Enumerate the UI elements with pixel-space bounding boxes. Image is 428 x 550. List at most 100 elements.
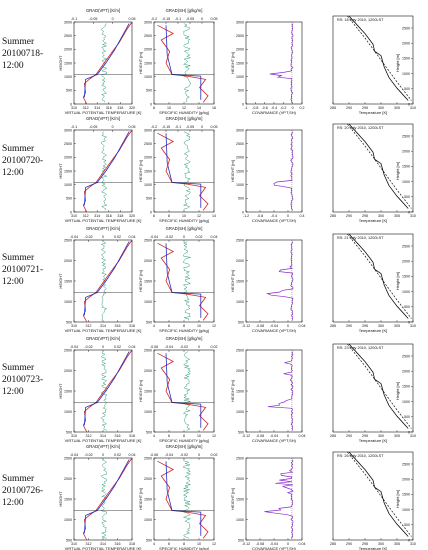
y-tick-label: 2500 (64, 142, 72, 146)
top-tick-label: -0.05 (186, 125, 194, 129)
y-tick-label: 0 (150, 210, 152, 214)
vpt-series (82, 239, 133, 323)
x-axis-label: SPECIFIC HUMIDITY [g/kg] (159, 110, 209, 115)
top-axis-title: GRAD(SH) [g/kg/m] (166, 116, 203, 121)
top-tick-label: 0.02 (114, 345, 121, 349)
bottom-tick-label: 10 (167, 106, 171, 110)
y-axis-label: HEIGHT (58, 55, 63, 71)
top-tick-label: 0.05 (129, 17, 136, 21)
rs-y-tick-label: 0 (408, 102, 410, 106)
top-tick-label: 0.02 (196, 235, 203, 239)
y-tick-label: 1000 (236, 518, 244, 522)
top-tick-label: -0.06 (150, 345, 158, 349)
bottom-tick-label: -0.08 (256, 542, 264, 546)
bottom-tick-label: 314 (94, 214, 100, 218)
bottom-tick-label: 12 (182, 106, 186, 110)
top-tick-label: -0.04 (70, 345, 78, 349)
y-tick-label: 0 (242, 210, 244, 214)
rs-plot-frame (332, 343, 414, 433)
top-axis-title: GRAD(VPT) [K/m] (86, 336, 120, 341)
bottom-tick-label: -0.08 (256, 324, 264, 328)
y-tick-label: 1500 (144, 169, 152, 173)
bottom-tick-label: 318 (129, 434, 135, 438)
bottom-tick-label: 318 (117, 106, 123, 110)
vpt-series (82, 21, 133, 105)
y-tick-label: 1500 (64, 389, 72, 393)
rs-x-tick-label: 305 (394, 214, 400, 218)
bottom-tick-label: -0.2 (280, 106, 286, 110)
y-tick-label: 2000 (144, 477, 152, 481)
y-tick-label: 2500 (236, 456, 244, 460)
rs-x-tick-label: 290 (346, 542, 352, 546)
rs-y-tick-label: 0 (408, 320, 410, 324)
bottom-tick-label: 0 (287, 214, 289, 218)
bottom-tick-label: -0.6 (262, 106, 268, 110)
y-tick-label: 500 (238, 320, 244, 324)
bottom-tick-label: 0.04 (299, 542, 306, 546)
bottom-tick-label: 310 (71, 106, 77, 110)
y-tick-label: 1000 (64, 518, 72, 522)
rs-y-tick-label: 1000 (402, 290, 410, 294)
covariance-series (266, 241, 294, 321)
y-tick-label: 2500 (64, 238, 72, 242)
top-tick-label: 0 (198, 345, 200, 349)
top-tick-label: 0.04 (211, 235, 218, 239)
y-tick-label: 1500 (144, 61, 152, 65)
y-tick-label: 500 (146, 430, 152, 434)
y-tick-label: 0 (70, 102, 72, 106)
vpt-fit-series (84, 459, 130, 534)
row-label-5: Summer 20100726- 12:00 (2, 473, 56, 509)
top-tick-label: 0 (183, 235, 185, 239)
row-label-1-line1: Summer (2, 37, 35, 47)
bottom-tick-label: 316 (115, 434, 121, 438)
y-axis-label: HEIGHT [m] (138, 160, 143, 182)
top-tick-label: -0.04 (165, 453, 173, 457)
row-label-1-line2: 20100718- (2, 49, 44, 59)
top-tick-label: 0 (102, 235, 104, 239)
bottom-tick-label: 314 (100, 324, 106, 328)
top-axis-title: GRAD(VPT) [K/m] (86, 226, 120, 231)
bottom-tick-label: -1 (244, 106, 247, 110)
top-tick-label: 0.05 (129, 125, 136, 129)
row-label-3-line3: 12:00 (2, 277, 24, 287)
vpt-fit-series (84, 241, 130, 316)
bottom-tick-label: 4 (153, 324, 155, 328)
y-tick-label: 2000 (64, 156, 72, 160)
y-tick-label: 2500 (64, 456, 72, 460)
plot-frame (245, 239, 303, 323)
rs-title: RS: 20 July 2010, 1200LST (337, 126, 384, 130)
bottom-tick-label: 4 (153, 542, 155, 546)
bottom-tick-label: 320 (129, 106, 135, 110)
rs-temperature-series (348, 343, 409, 429)
y-tick-label: 1500 (64, 169, 72, 173)
y-tick-label: 500 (66, 430, 72, 434)
top-tick-label: -0.04 (165, 345, 173, 349)
vpt-fit-series (84, 23, 130, 98)
top-tick-label: -0.2 (151, 17, 157, 21)
plot-frame (245, 129, 303, 213)
y-tick-label: 1000 (64, 300, 72, 304)
rs-x-axis-label: Temperature [K] (359, 546, 387, 550)
row-label-2: Summer 20100720- 12:00 (2, 143, 56, 179)
bottom-tick-label: -0.8 (257, 214, 263, 218)
bottom-tick-label: 8 (153, 106, 155, 110)
plot-frame (153, 239, 215, 323)
top-tick-label: 0.02 (114, 235, 121, 239)
bottom-tick-label: 8 (183, 542, 185, 546)
bottom-tick-label: 6 (153, 214, 155, 218)
bottom-tick-label: -0.12 (242, 434, 250, 438)
rs-temperature-series (348, 233, 409, 319)
bottom-tick-label: 10 (197, 542, 201, 546)
bottom-tick-label: 312 (83, 106, 89, 110)
rs-y-tick-label: 1500 (402, 57, 410, 61)
rs-x-tick-label: 310 (410, 324, 416, 328)
top-axis-title: GRAD(SH) [g/kg/m] (166, 444, 203, 449)
y-tick-label: 2000 (236, 477, 244, 481)
top-tick-label: -0.02 (84, 235, 92, 239)
rs-y-tick-label: 1000 (402, 180, 410, 184)
sh-fit-series (165, 461, 202, 536)
bottom-tick-label: 310 (71, 324, 77, 328)
top-tick-label: 0 (112, 125, 114, 129)
y-tick-label: 3000 (236, 128, 244, 132)
rs-x-axis-label: Temperature [K] (359, 218, 387, 223)
